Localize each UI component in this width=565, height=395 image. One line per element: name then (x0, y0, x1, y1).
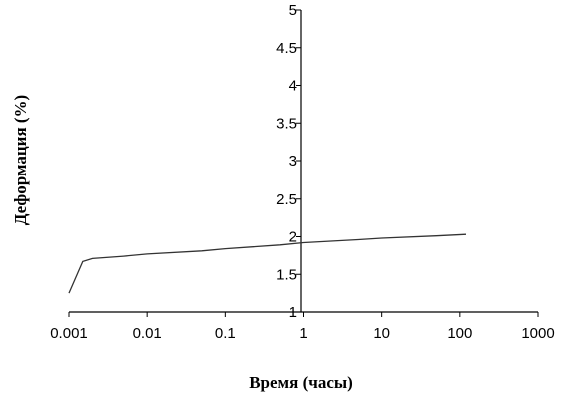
y-axis-title: Деформация (%) (11, 95, 30, 225)
x-axis-title: Время (часы) (249, 373, 353, 392)
axes (69, 10, 538, 313)
y-tick-label: 3.5 (276, 115, 297, 132)
x-tick-label: 100 (447, 325, 472, 342)
y-tick-label: 3 (289, 153, 297, 170)
x-tick-label: 1000 (521, 325, 554, 342)
x-tick-label: 0.001 (50, 325, 88, 342)
y-tick-label: 1 (289, 304, 297, 321)
y-tick-label: 1.5 (276, 266, 297, 283)
x-ticks: 0.001 0.01 0.1 1 10 100 1000 (50, 312, 555, 342)
y-tick-label: 2 (289, 229, 297, 246)
x-tick-label: 10 (373, 325, 390, 342)
x-tick-label: 0.1 (215, 325, 236, 342)
series-layer (68, 233, 467, 294)
y-tick-label: 5 (289, 2, 297, 19)
y-ticks: 1 1.5 2 2.5 3 3.5 4 4.5 5 (276, 2, 301, 321)
x-tick-label: 1 (299, 325, 307, 342)
series-line (68, 233, 467, 294)
x-tick-label: 0.01 (133, 325, 162, 342)
y-tick-label: 2.5 (276, 191, 297, 208)
y-tick-label: 4 (289, 78, 297, 95)
y-tick-label: 4.5 (276, 40, 297, 57)
